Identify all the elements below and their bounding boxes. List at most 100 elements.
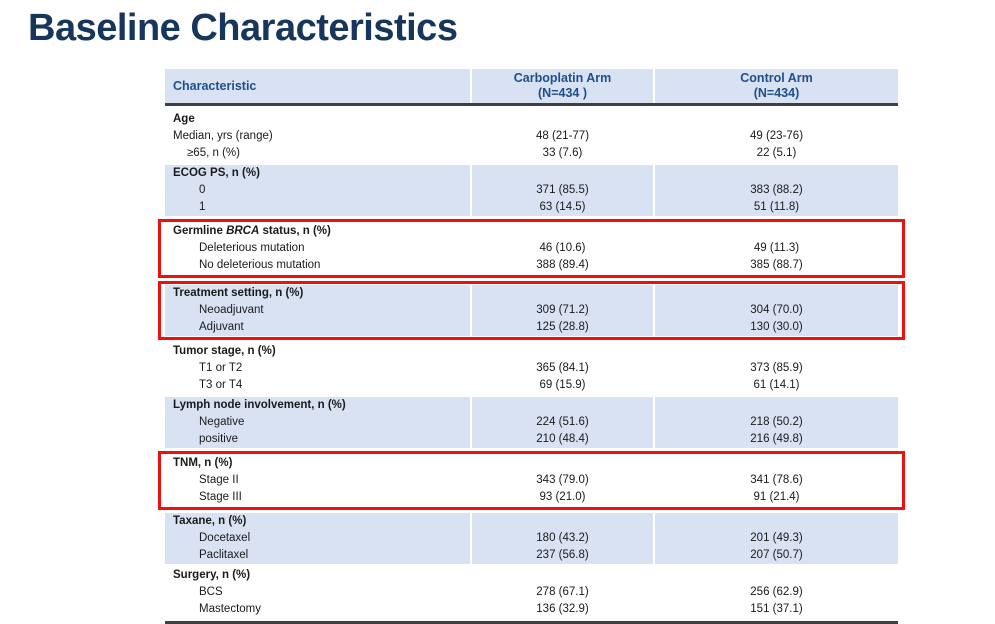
table-row: T3 or T4 69 (15.9) 61 (14.1) (165, 377, 898, 394)
control-arm-n: (N=434) (753, 86, 800, 100)
control-value: 61 (14.1) (655, 377, 898, 394)
carboplatin-value: 309 (71.2) (472, 302, 653, 319)
table-row: Docetaxel 180 (43.2) 201 (49.3) (165, 530, 898, 547)
carboplatin-value: 48 (21-77) (472, 128, 653, 145)
row-label: T3 or T4 (165, 377, 470, 394)
carboplatin-value: 224 (51.6) (472, 414, 653, 431)
table-row: Age (165, 111, 898, 128)
carboplatin-value: 93 (21.0) (472, 489, 653, 506)
carboplatin-value: 278 (67.1) (472, 584, 653, 601)
table-row: Median, yrs (range) 48 (21-77) 49 (23-76… (165, 128, 898, 145)
table-row: positive 210 (48.4) 216 (49.8) (165, 431, 898, 448)
section-tumor-stage: Tumor stage, n (%) T1 or T2 365 (84.1) 3… (165, 343, 898, 394)
table-row: ECOG PS, n (%) (165, 165, 898, 182)
baseline-characteristics-table: Characteristic Carboplatin Arm (N=434 ) … (158, 69, 905, 624)
table-row: Mastectomy 136 (32.9) 151 (37.1) (165, 601, 898, 618)
section-label: Taxane, n (%) (165, 513, 470, 530)
table-row: T1 or T2 365 (84.1) 373 (85.9) (165, 360, 898, 377)
row-label: Docetaxel (165, 530, 470, 547)
section-label: Germline BRCA status, n (%) (165, 223, 470, 240)
table-row: Deleterious mutation 46 (10.6) 49 (11.3) (165, 240, 898, 257)
row-label: No deleterious mutation (165, 257, 470, 274)
carboplatin-value: 365 (84.1) (472, 360, 653, 377)
carboplatin-value: 237 (56.8) (472, 547, 653, 564)
control-value: 207 (50.7) (655, 547, 898, 564)
section-ecog-ps: ECOG PS, n (%) 0 371 (85.5) 383 (88.2) 1… (165, 165, 898, 216)
row-label: Median, yrs (range) (165, 128, 470, 145)
carboplatin-arm-label: Carboplatin Arm (513, 71, 612, 85)
row-label: Neoadjuvant (165, 302, 470, 319)
table-row: Lymph node involvement, n (%) (165, 397, 898, 414)
section-age: Age Median, yrs (range) 48 (21-77) 49 (2… (165, 111, 898, 162)
section-label: Age (165, 111, 470, 128)
table-row: Paclitaxel 237 (56.8) 207 (50.7) (165, 547, 898, 564)
row-label: 0 (165, 182, 470, 199)
section-label: Surgery, n (%) (165, 567, 470, 584)
row-label: ≥65, n (%) (165, 145, 470, 162)
section-germline-brca-status: Germline BRCA status, n (%) Deleterious … (158, 219, 905, 278)
control-value: 49 (11.3) (655, 240, 898, 257)
row-label: Stage II (165, 472, 470, 489)
table-row: TNM, n (%) (165, 455, 898, 472)
control-value: 304 (70.0) (655, 302, 898, 319)
table-row: Tumor stage, n (%) (165, 343, 898, 360)
row-label: Negative (165, 414, 470, 431)
table-row: 0 371 (85.5) 383 (88.2) (165, 182, 898, 199)
section-lymph-node-involvement: Lymph node involvement, n (%) Negative 2… (165, 397, 898, 448)
row-label: BCS (165, 584, 470, 601)
table-row: No deleterious mutation 388 (89.4) 385 (… (165, 257, 898, 274)
row-label: Mastectomy (165, 601, 470, 618)
section-surgery: Surgery, n (%) BCS 278 (67.1) 256 (62.9)… (165, 567, 898, 618)
control-value: 51 (11.8) (655, 199, 898, 216)
control-value: 91 (21.4) (655, 489, 898, 506)
control-value: 256 (62.9) (655, 584, 898, 601)
column-header-carboplatin-arm: Carboplatin Arm (N=434 ) (472, 69, 653, 103)
table-header: Characteristic Carboplatin Arm (N=434 ) … (165, 69, 898, 106)
carboplatin-value: 180 (43.2) (472, 530, 653, 547)
table-row: Taxane, n (%) (165, 513, 898, 530)
control-value: 383 (88.2) (655, 182, 898, 199)
table-row: Stage II 343 (79.0) 341 (78.6) (165, 472, 898, 489)
section-label: Tumor stage, n (%) (165, 343, 470, 360)
carboplatin-value: 210 (48.4) (472, 431, 653, 448)
column-header-control-arm: Control Arm (N=434) (655, 69, 898, 103)
carboplatin-value: 388 (89.4) (472, 257, 653, 274)
control-value: 385 (88.7) (655, 257, 898, 274)
table-row: BCS 278 (67.1) 256 (62.9) (165, 584, 898, 601)
control-arm-label: Control Arm (740, 71, 813, 85)
section-label: Lymph node involvement, n (%) (165, 397, 470, 414)
section-label: Treatment setting, n (%) (165, 285, 470, 302)
row-label: T1 or T2 (165, 360, 470, 377)
carboplatin-value: 343 (79.0) (472, 472, 653, 489)
section-treatment-setting: Treatment setting, n (%) Neoadjuvant 309… (158, 281, 905, 340)
section-taxane: Taxane, n (%) Docetaxel 180 (43.2) 201 (… (165, 513, 898, 564)
table-row: Neoadjuvant 309 (71.2) 304 (70.0) (165, 302, 898, 319)
control-value: 201 (49.3) (655, 530, 898, 547)
carboplatin-value: 46 (10.6) (472, 240, 653, 257)
carboplatin-value: 125 (28.8) (472, 319, 653, 336)
carboplatin-value: 371 (85.5) (472, 182, 653, 199)
row-label: Deleterious mutation (165, 240, 470, 257)
section-label: TNM, n (%) (165, 455, 470, 472)
control-value: 49 (23-76) (655, 128, 898, 145)
row-label: positive (165, 431, 470, 448)
control-value: 216 (49.8) (655, 431, 898, 448)
carboplatin-value: 69 (15.9) (472, 377, 653, 394)
control-value: 341 (78.6) (655, 472, 898, 489)
control-value: 151 (37.1) (655, 601, 898, 618)
section-label: ECOG PS, n (%) (165, 165, 470, 182)
carboplatin-value: 63 (14.5) (472, 199, 653, 216)
row-label: Stage III (165, 489, 470, 506)
table-row: Adjuvant 125 (28.8) 130 (30.0) (165, 319, 898, 336)
table-row: ≥65, n (%) 33 (7.6) 22 (5.1) (165, 145, 898, 162)
section-tnm: TNM, n (%) Stage II 343 (79.0) 341 (78.6… (158, 451, 905, 510)
row-label: 1 (165, 199, 470, 216)
carboplatin-value: 136 (32.9) (472, 601, 653, 618)
row-label: Paclitaxel (165, 547, 470, 564)
table-row: Surgery, n (%) (165, 567, 898, 584)
table-row: Treatment setting, n (%) (165, 285, 898, 302)
carboplatin-arm-n: (N=434 ) (538, 86, 587, 100)
table-row: 1 63 (14.5) 51 (11.8) (165, 199, 898, 216)
control-value: 130 (30.0) (655, 319, 898, 336)
column-header-characteristic: Characteristic (165, 69, 470, 103)
